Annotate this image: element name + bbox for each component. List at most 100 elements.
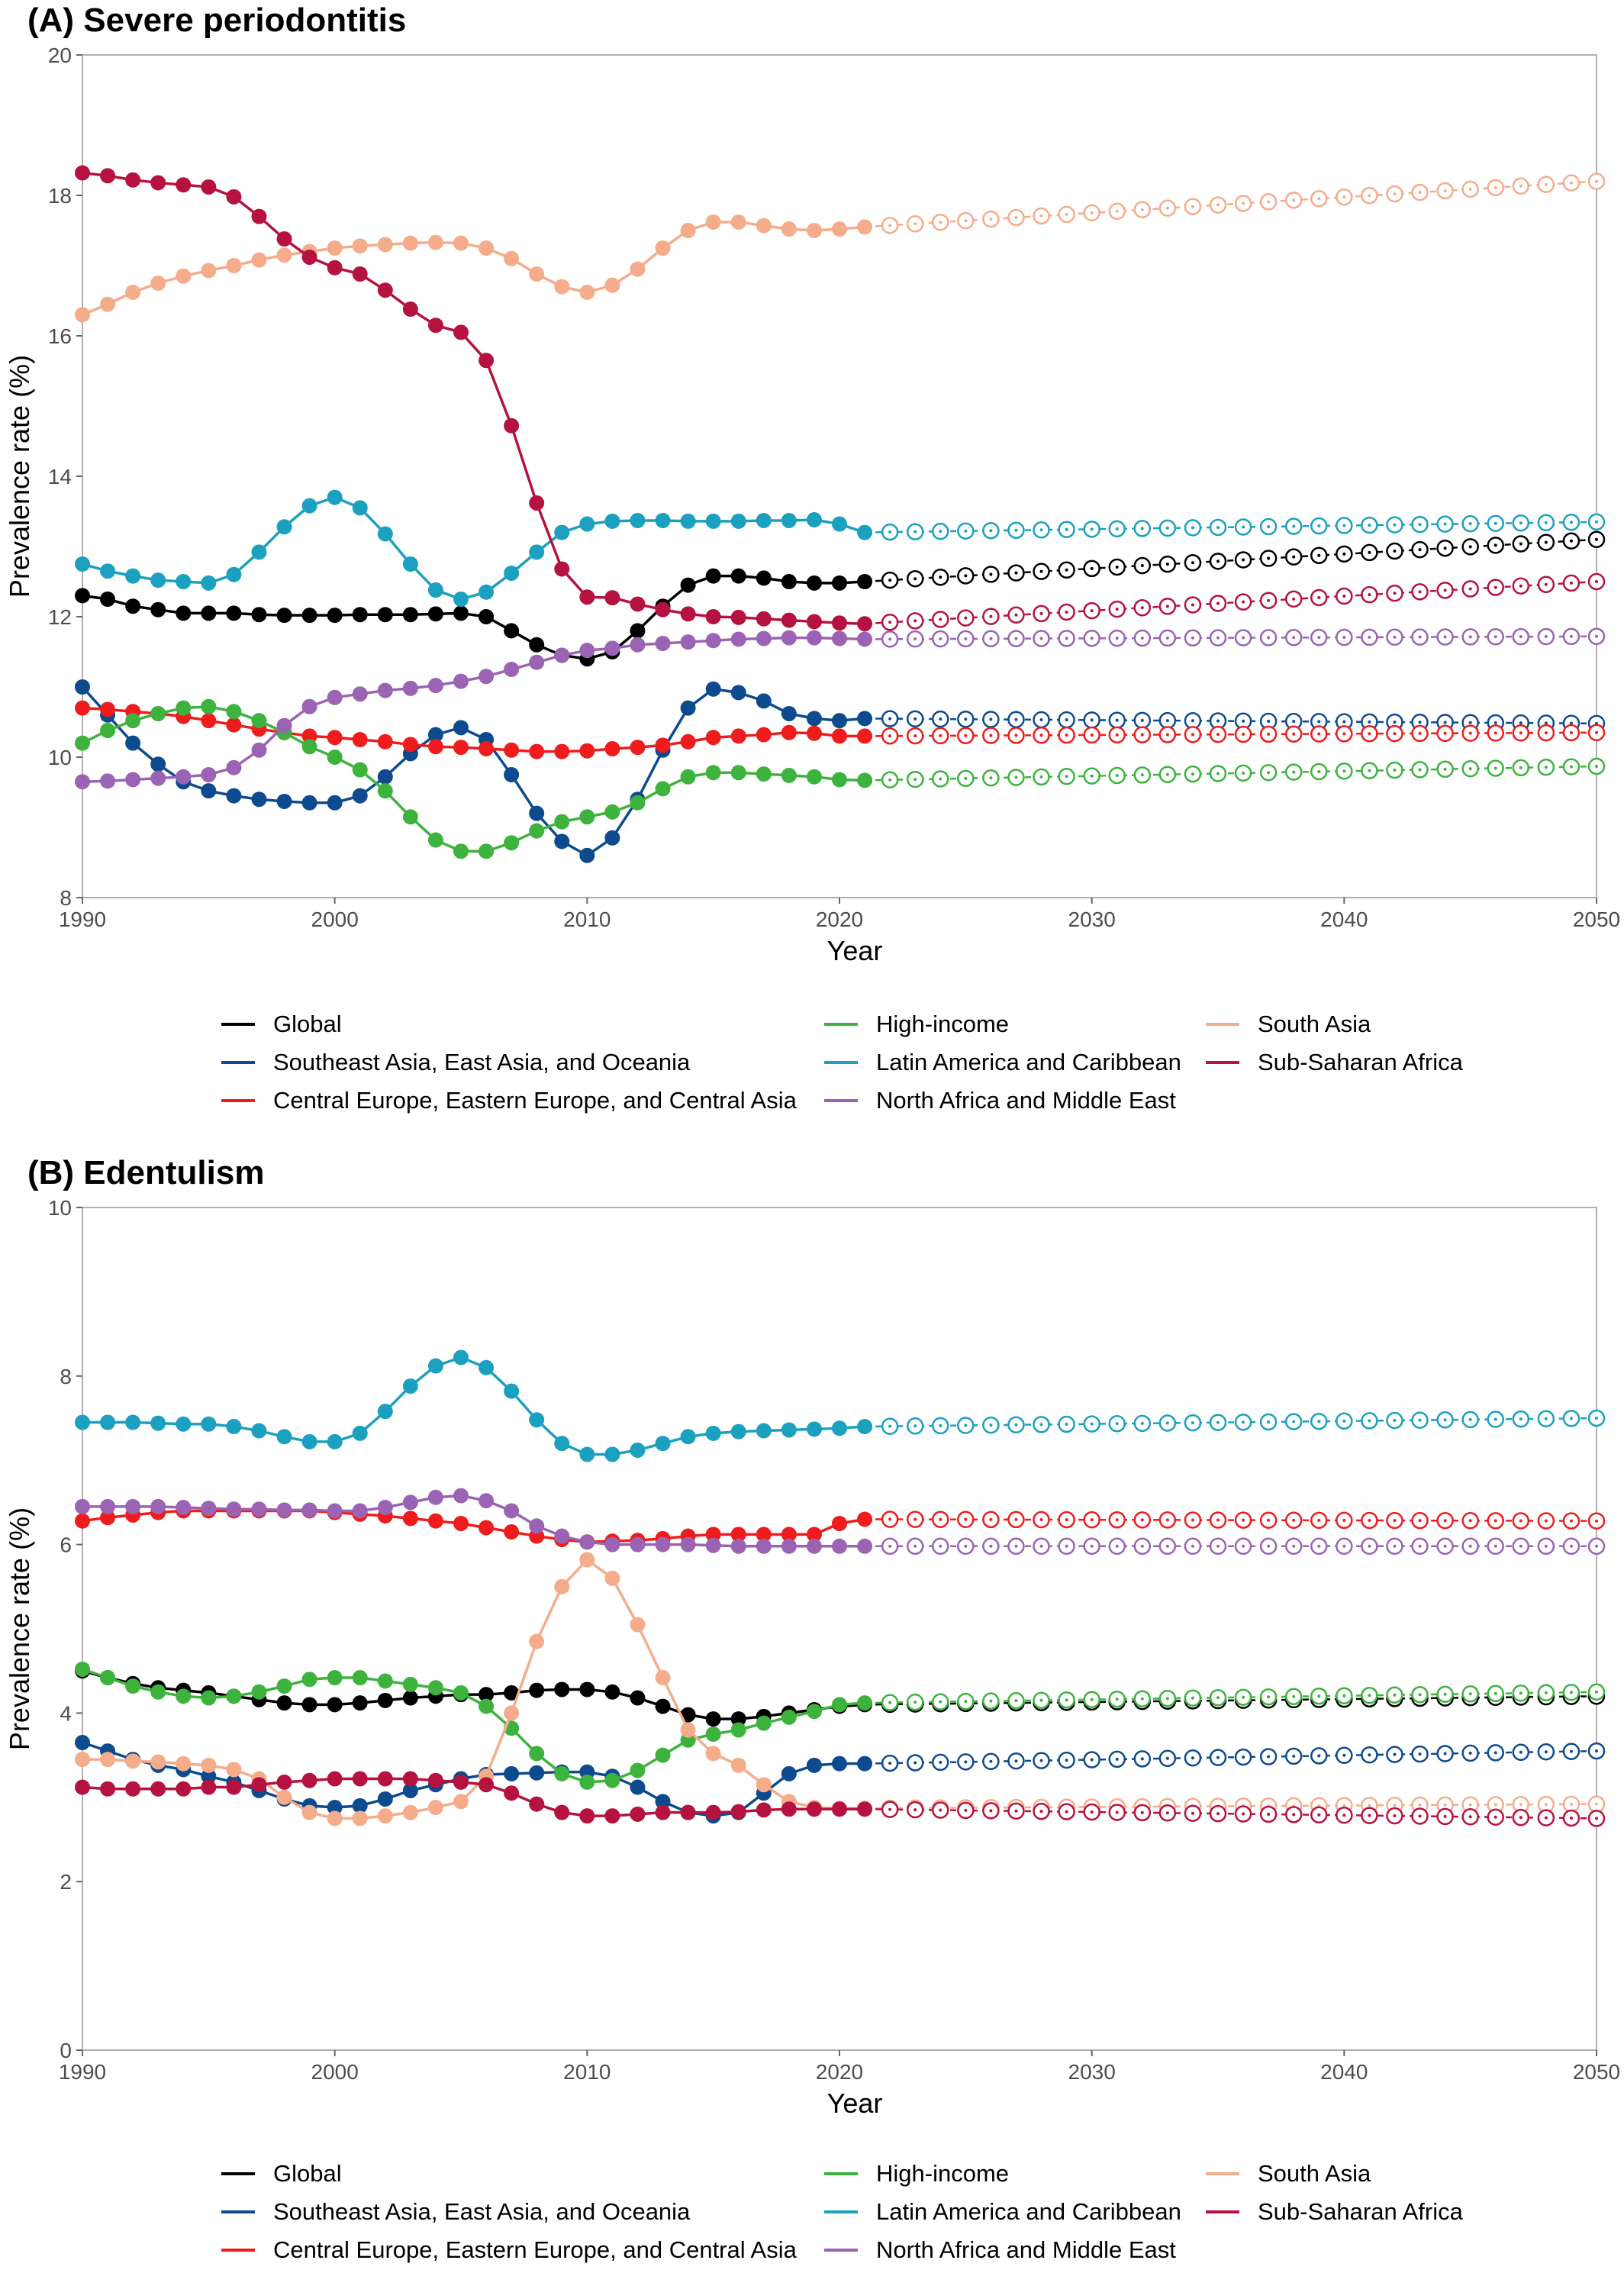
observed-point [301, 249, 317, 265]
observed-point [427, 727, 443, 743]
forecast-point-dot [1115, 527, 1119, 530]
forecast-point-dot [1342, 1544, 1346, 1548]
observed-point [832, 630, 847, 646]
forecast-point-dot [1317, 1754, 1321, 1758]
forecast-point-dot [1418, 1418, 1422, 1422]
forecast-point-dot [989, 529, 993, 533]
forecast-point-dot [1368, 1814, 1371, 1817]
forecast-point-dot [914, 1761, 917, 1765]
forecast-point-dot [1569, 1691, 1573, 1694]
observed-point [680, 1536, 696, 1552]
chart-severe-periodontitis: 8 10 12 14 16 18 20 1990 2000 2010 2020 2030 2040 205… [4, 44, 1620, 966]
observed-point [529, 805, 545, 821]
observed-point [453, 740, 469, 756]
observed-point [630, 596, 646, 612]
observed-point [100, 773, 116, 789]
forecast-point-dot [1544, 1417, 1548, 1420]
forecast-point-dot [1418, 1803, 1422, 1807]
forecast-point-dot [1443, 588, 1447, 592]
observed-point [453, 592, 469, 607]
forecast-point-dot [989, 572, 993, 576]
forecast-point-dot [964, 219, 968, 223]
forecast-point-dot [1368, 524, 1371, 527]
forecast-point-dot [1368, 635, 1371, 639]
observed-point [150, 276, 166, 291]
forecast-point-dot [1191, 1421, 1194, 1425]
forecast-point-dot [989, 1517, 993, 1521]
forecast-line [865, 1417, 1597, 1428]
forecast-point-dot [1039, 1544, 1043, 1548]
forecast-point-dot [1242, 771, 1245, 775]
forecast-point-dot [1039, 637, 1043, 640]
legend-label: Global [273, 2160, 342, 2187]
observed-point [857, 631, 873, 647]
forecast-point-dot [1165, 563, 1169, 566]
observed-point [529, 1518, 545, 1534]
forecast-point-dot [1267, 1518, 1271, 1522]
legend-key [1206, 2172, 1239, 2175]
y-tick-label: 10 [48, 746, 72, 769]
observed-point [857, 219, 873, 235]
observed-point [705, 1425, 721, 1441]
observed-point [504, 1503, 520, 1519]
forecast-point-dot [1115, 774, 1119, 778]
observed-point [100, 1498, 116, 1514]
forecast-point-dot [1039, 1698, 1043, 1702]
forecast-point-dot [1267, 200, 1271, 204]
observed-point [604, 640, 620, 656]
observed-line [82, 1494, 865, 1548]
observed-point [453, 1685, 469, 1701]
forecast-point-dot [1191, 603, 1194, 607]
observed-point [453, 720, 469, 736]
forecast-point-dot [1039, 1518, 1043, 1522]
observed-point [226, 189, 242, 205]
observed-point [730, 728, 746, 744]
observed-point [781, 1422, 797, 1438]
observed-point [604, 513, 620, 529]
forecast-point-dot [1519, 1519, 1522, 1523]
forecast-point-dot [1014, 1423, 1018, 1427]
forecast-point-dot [1494, 1691, 1497, 1695]
forecast-point-dot [888, 579, 892, 582]
forecast-point-dot [1165, 733, 1169, 737]
forecast-point-dot [1519, 721, 1522, 725]
forecast-point-dot [939, 777, 942, 781]
forecast-point-dot [1039, 775, 1043, 779]
observed-point [705, 1537, 721, 1553]
observed-point [75, 165, 90, 181]
observed-point [176, 700, 192, 716]
forecast-point-dot [1595, 520, 1598, 524]
observed-point [276, 717, 292, 733]
forecast-point-dot [1191, 1544, 1194, 1548]
forecast-point-dot [1292, 732, 1296, 736]
observed-point [453, 673, 469, 689]
observed-point [579, 809, 595, 825]
observed-point [201, 263, 217, 279]
forecast-point-dot [1191, 526, 1194, 530]
forecast-point-dot [1443, 1519, 1447, 1523]
observed-point [730, 609, 746, 625]
legend-item: Sub-Saharan Africa [1206, 1047, 1587, 1078]
observed-point [352, 607, 368, 623]
chart-edentulism: 0 2 4 6 8 10 1990 2000 2010 2020 2030 2040 2050 Year P… [4, 1196, 1620, 2119]
observed-point [806, 1527, 822, 1543]
observed-point [478, 1698, 495, 1714]
observed-point [402, 235, 418, 251]
forecast-point-dot [1140, 773, 1144, 777]
observed-point [832, 713, 847, 729]
observed-point [554, 1578, 570, 1594]
forecast-point-dot [1065, 1544, 1068, 1548]
forecast-point-dot [1519, 731, 1522, 735]
forecast-point-dot [1368, 1753, 1371, 1757]
observed-point [756, 1538, 772, 1554]
forecast-point-dot [888, 734, 892, 738]
observed-point [857, 1538, 873, 1554]
observed-point [201, 698, 217, 714]
forecast-point-dot [1317, 1544, 1321, 1548]
observed-point [427, 1513, 443, 1529]
observed-point [554, 1804, 570, 1820]
observed-point [377, 237, 393, 253]
forecast-point-dot [939, 1423, 942, 1427]
observed-point [655, 240, 671, 256]
forecast-point-dot [1393, 592, 1397, 595]
